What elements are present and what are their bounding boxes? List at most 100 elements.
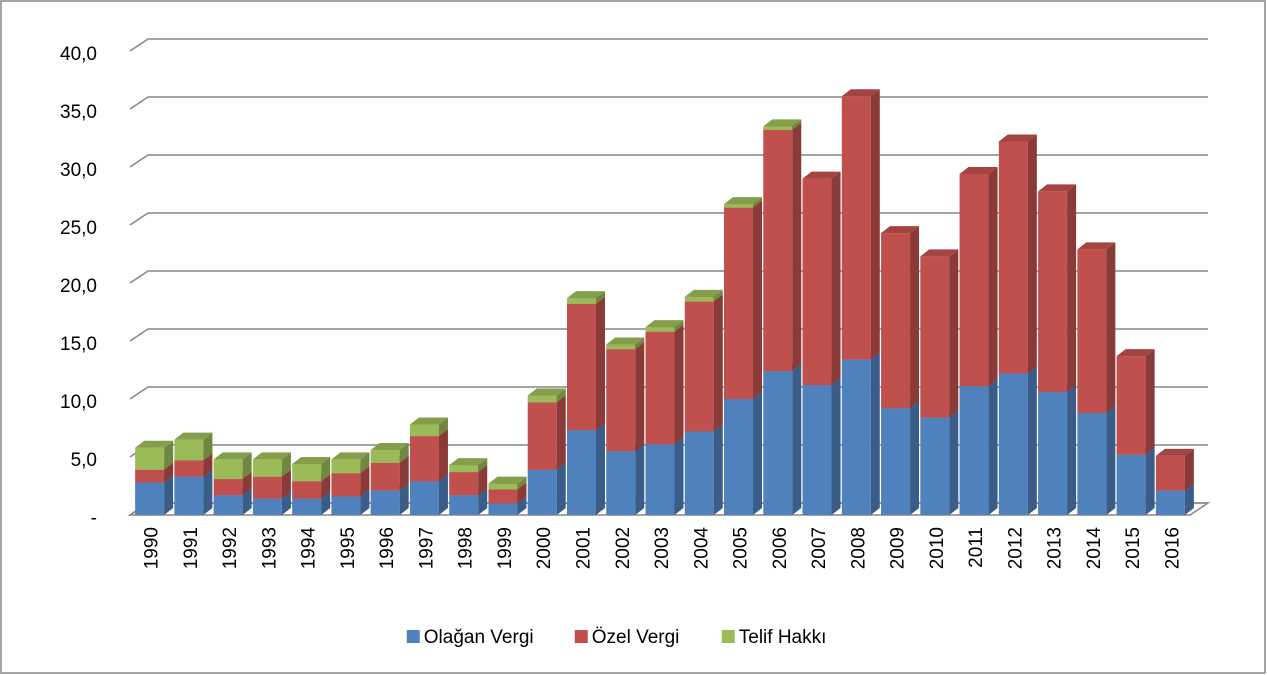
bar-side <box>949 249 959 418</box>
bar-front <box>135 447 165 470</box>
bar-front <box>331 473 361 497</box>
x-tick-label: 2006 <box>770 527 791 569</box>
bar-segment <box>920 249 959 418</box>
bar-front <box>213 479 243 496</box>
bar-front <box>1077 249 1107 413</box>
bar-side <box>595 291 605 304</box>
bar-front <box>881 233 911 409</box>
x-tick-label: 2000 <box>534 527 555 569</box>
y-tick-label: 20,0 <box>60 276 97 297</box>
bar-side <box>949 410 959 515</box>
bar-segment <box>763 119 802 130</box>
bar-front <box>213 495 243 515</box>
bar-top <box>841 89 880 97</box>
bar-side <box>713 289 723 302</box>
bar-side <box>674 320 684 332</box>
x-tick-label: 1992 <box>220 527 241 569</box>
bar-segment <box>566 291 605 304</box>
bar-front <box>252 476 282 499</box>
bar-side <box>321 456 331 482</box>
x-tick-label: 2003 <box>652 527 673 569</box>
bar-segment <box>881 226 920 409</box>
bar-segment <box>881 401 920 515</box>
y-tick-label: 30,0 <box>60 160 97 181</box>
bar-segment <box>606 444 645 515</box>
legend-label: Olağan Vergi <box>424 627 534 648</box>
bar-side <box>517 496 527 515</box>
bar-front <box>684 431 714 515</box>
bar-side <box>674 437 684 515</box>
bar-segment <box>409 417 448 437</box>
labels: - 5,0 10,0 15,0 20,0 25,0 30,0 35,0 40,0 1990 1991… <box>60 44 1183 648</box>
bar-front <box>527 395 557 403</box>
bar-front <box>684 296 714 302</box>
legend-swatch <box>721 630 735 643</box>
bar-top <box>606 337 645 345</box>
x-tick-label: 1998 <box>456 527 477 569</box>
x-tick-label: 2004 <box>691 527 712 570</box>
bar-front <box>370 490 400 515</box>
bar-front <box>213 459 243 480</box>
bar-side <box>360 466 370 497</box>
bar-top <box>331 452 370 460</box>
bar-side <box>556 462 566 515</box>
bar-front <box>174 439 204 461</box>
bar-segment <box>1038 385 1077 515</box>
bar-side <box>399 455 409 491</box>
bar-segment <box>566 296 605 431</box>
bar-side <box>1067 184 1077 393</box>
bar-top <box>135 440 174 448</box>
bar-segment <box>292 456 331 482</box>
x-tick-label: 1996 <box>377 527 398 569</box>
legend-swatch <box>574 630 588 643</box>
bar-side <box>635 444 645 515</box>
x-tick-label: 2012 <box>1005 527 1026 569</box>
x-tick-label: 2007 <box>809 527 830 569</box>
bar-segment <box>1077 242 1116 413</box>
bar-front <box>684 301 714 432</box>
x-tick-label: 2010 <box>927 527 948 569</box>
bar-front <box>645 331 675 445</box>
bar-front <box>724 204 754 208</box>
bar-front <box>488 503 518 515</box>
bar-side <box>242 472 252 496</box>
bar-front <box>566 303 596 431</box>
bar-side <box>1027 366 1037 515</box>
bar-front <box>920 417 950 515</box>
legend-label: Telif Hakkı <box>739 627 827 648</box>
bar-side <box>203 432 213 461</box>
bar-side <box>753 392 763 515</box>
bar-segment <box>1077 405 1116 515</box>
bar-side <box>517 482 527 504</box>
y-tick-label: - <box>91 508 97 529</box>
bar-front <box>606 451 636 515</box>
bar-front <box>135 469 165 483</box>
bar-segment <box>174 432 213 461</box>
bar-segment <box>841 89 880 360</box>
bar-front <box>292 481 322 499</box>
bar-segment <box>763 122 802 372</box>
bar-top <box>763 119 802 127</box>
bar-segment <box>292 474 331 499</box>
bar-segment <box>684 294 723 432</box>
bar-side <box>792 122 802 372</box>
bar-segment <box>527 388 566 403</box>
bar-segment <box>370 443 409 463</box>
bar-top <box>684 289 723 297</box>
bar-side <box>1067 385 1077 515</box>
bar-segment <box>449 458 488 473</box>
y-tick-label: 5,0 <box>71 450 97 471</box>
bar-top <box>1116 349 1155 357</box>
bar-top <box>998 134 1037 142</box>
bar-side <box>595 296 605 431</box>
bar-top <box>881 226 920 234</box>
bar-side <box>753 197 763 208</box>
legend-label: Özel Vergi <box>592 627 680 648</box>
bar-side <box>1145 349 1155 455</box>
bar-front <box>802 178 832 386</box>
bar-front <box>252 498 282 515</box>
bar-side <box>556 395 566 470</box>
x-tick-label: 2002 <box>613 527 634 569</box>
bar-front <box>606 344 636 350</box>
